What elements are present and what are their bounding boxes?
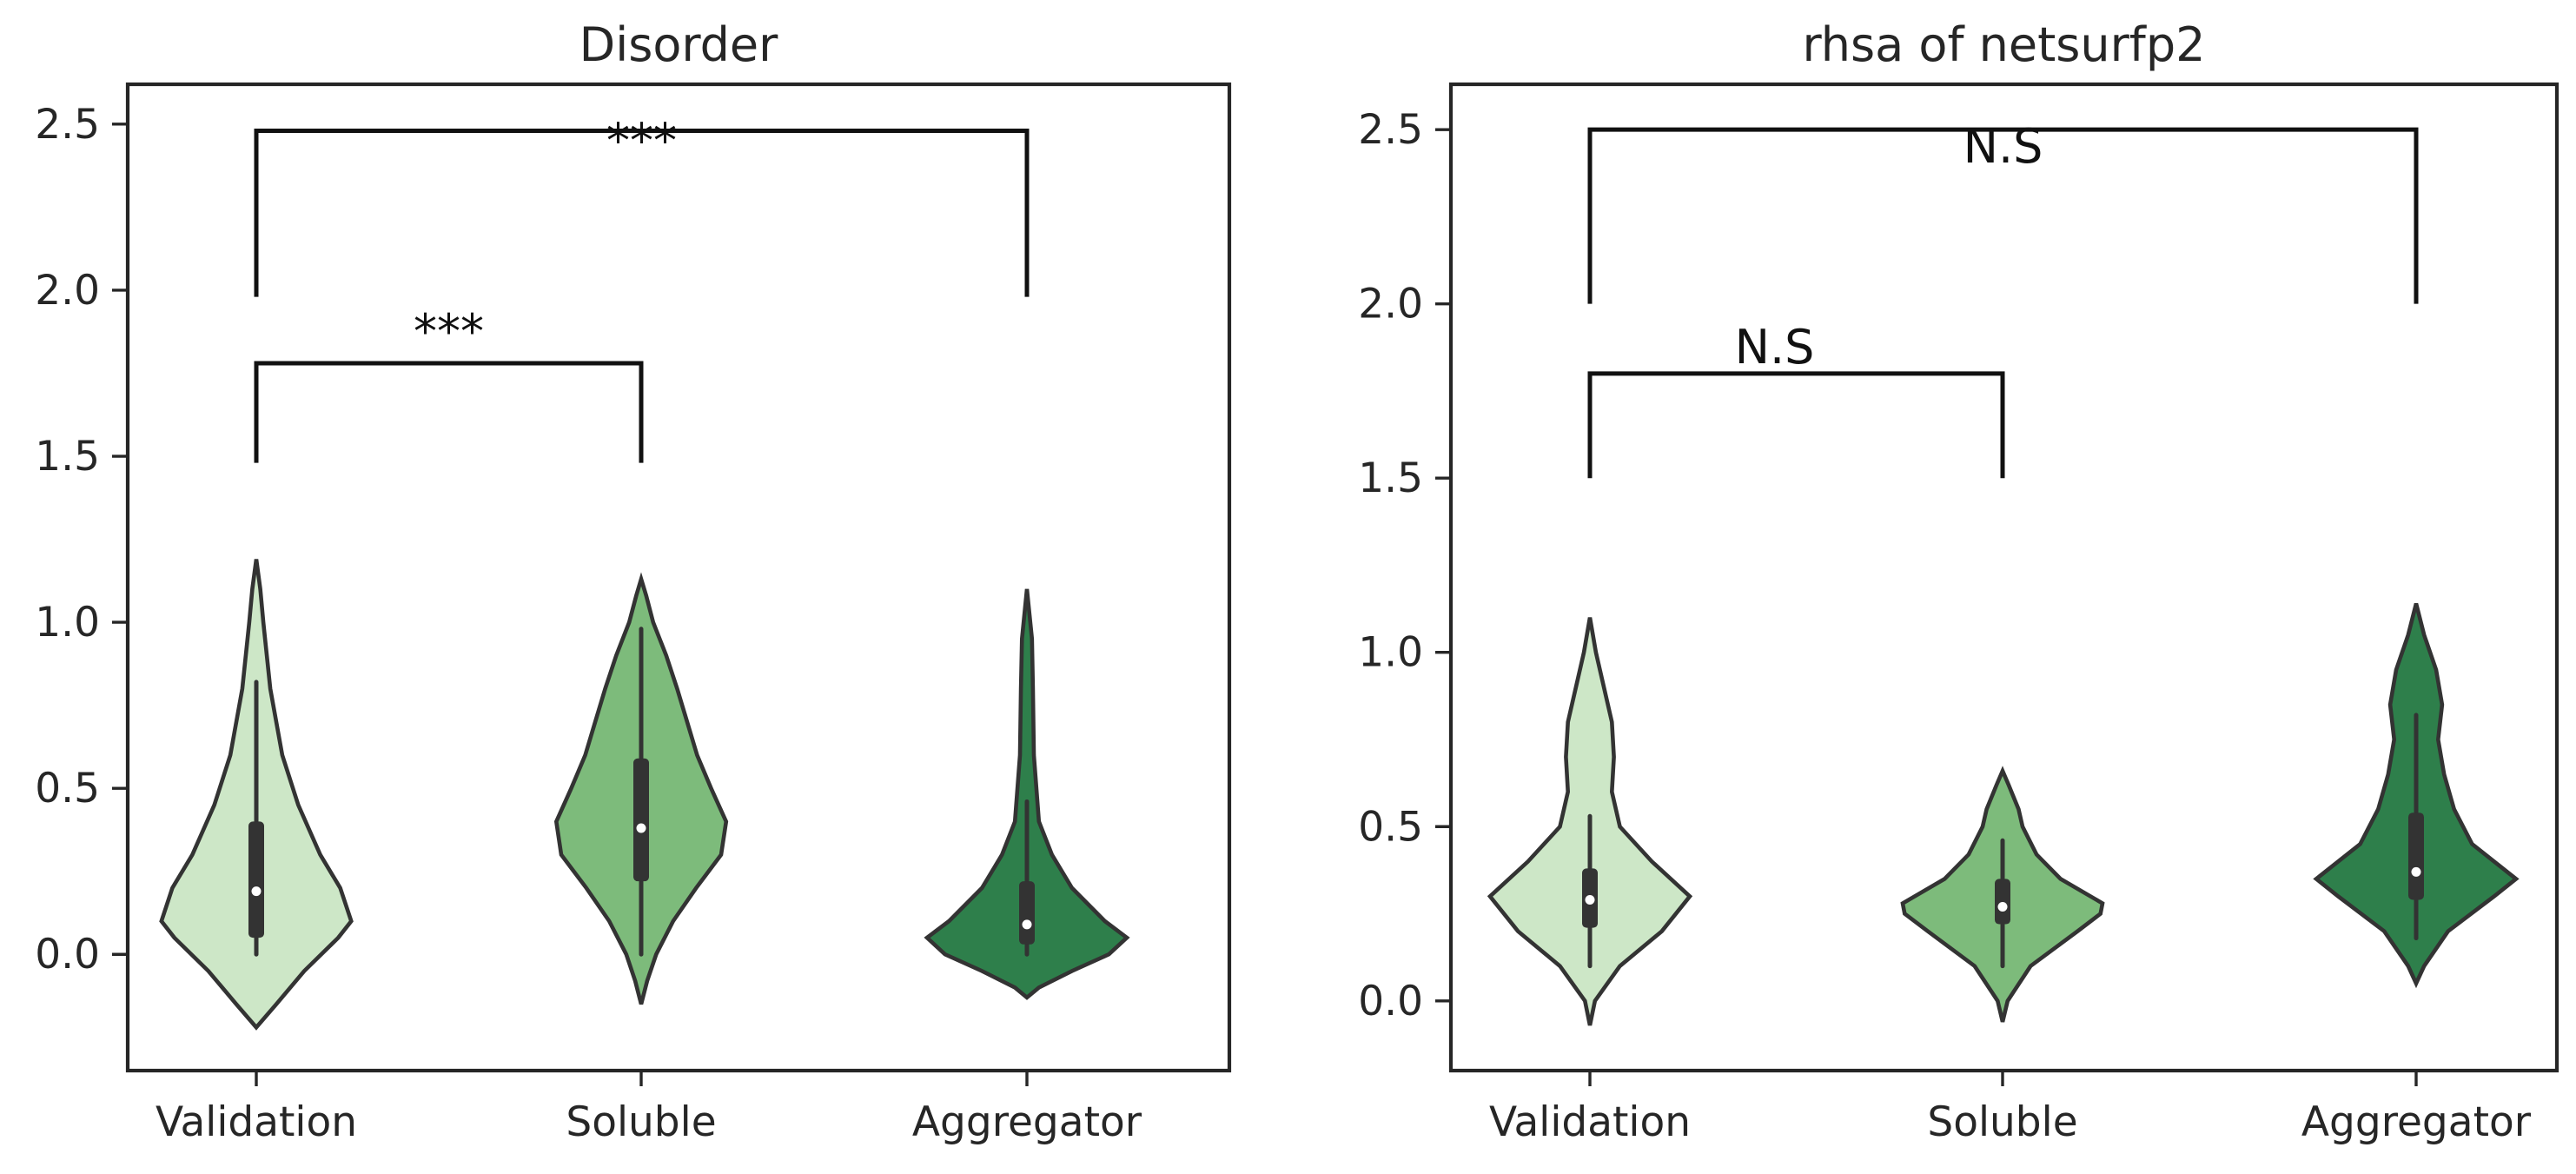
x-tick-label: Aggregator — [912, 1098, 1142, 1146]
y-tick-label: 1.5 — [1358, 454, 1423, 502]
iqr-box — [2408, 813, 2424, 900]
significance-bracket — [1587, 127, 2419, 304]
significance-bracket — [1587, 371, 2005, 479]
significance-label: *** — [606, 114, 677, 169]
rhsa-panel: rhsa of netsurfp2 0.0 0.5 1.0 1.5 2.0 2.5 Vali… — [1358, 17, 2559, 1146]
significance-bracket — [254, 129, 1030, 297]
y-tick-label: 2.0 — [35, 267, 100, 315]
y-tick-label: 2.5 — [35, 101, 100, 149]
y-tick-label: 1.0 — [1358, 629, 1423, 677]
x-tick-label: Validation — [156, 1098, 357, 1146]
y-tick-label: 2.0 — [1358, 281, 1423, 328]
y-tick-label: 2.5 — [1358, 106, 1423, 154]
x-tick-label: Soluble — [1927, 1098, 2077, 1146]
y-tick-label: 0.5 — [35, 765, 100, 813]
violin-aggregator — [924, 588, 1130, 1000]
panel-title: Disorder — [579, 17, 779, 72]
median-dot — [1997, 902, 2008, 912]
iqr-box — [1995, 879, 2010, 925]
x-tick-label: Soluble — [566, 1098, 716, 1146]
y-tick-label: 1.0 — [35, 599, 100, 647]
significance-label: N.S — [1735, 320, 1815, 375]
x-tick-label: Aggregator — [2301, 1098, 2532, 1146]
disorder-panel: Disorder 0.0 0.5 1.0 1.5 2.0 2.5 Validation Sol… — [35, 17, 1232, 1146]
significance-bracket — [254, 361, 644, 463]
iqr-box — [1019, 881, 1035, 945]
plot-frame — [125, 82, 1232, 1073]
y-tick-label: 0.5 — [1358, 803, 1423, 851]
median-dot — [1585, 894, 1595, 905]
y-tick-label: 0.0 — [35, 931, 100, 978]
median-dot — [1022, 919, 1032, 930]
iqr-box — [248, 821, 264, 939]
panel-title: rhsa of netsurfp2 — [1803, 17, 2206, 72]
x-tick-label: Validation — [1489, 1098, 1691, 1146]
median-dot — [251, 886, 262, 897]
significance-label: N.S — [1963, 119, 2043, 174]
y-tick-label: 0.0 — [1358, 978, 1423, 1025]
y-tick-label: 1.5 — [35, 433, 100, 481]
median-dot — [636, 823, 646, 833]
median-dot — [2411, 866, 2421, 877]
iqr-box — [633, 758, 649, 882]
significance-label: *** — [414, 304, 484, 359]
